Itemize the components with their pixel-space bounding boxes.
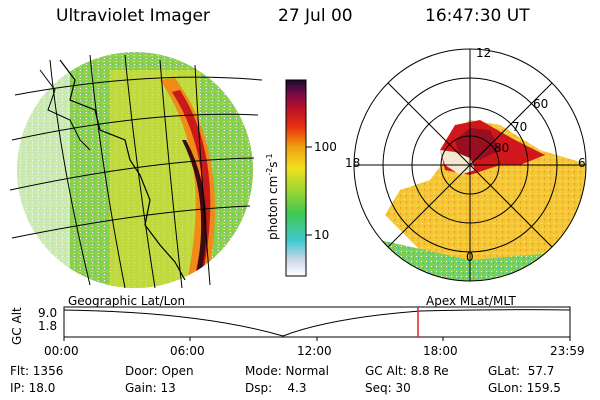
date-label: 27 Jul 00 [278, 6, 353, 26]
mlt-label-0: 0 [466, 250, 474, 264]
time-tick-0600: 06:00 [170, 344, 205, 358]
time-tick-0000: 00:00 [44, 344, 79, 358]
status-mode: Mode: Normal [245, 364, 329, 378]
lat-label-80: 80 [494, 141, 510, 155]
status-glat: GLat: 57.7 [488, 364, 555, 378]
status-ip: IP: 18.0 [10, 381, 56, 395]
projection-label-apex: Apex MLat/MLT [426, 294, 516, 308]
time-tick-2359: 23:59 [550, 344, 585, 358]
colorbar-tick-100: 100 [314, 140, 337, 154]
lat-label-70: 70 [512, 120, 528, 134]
lat-label-60: 60 [533, 97, 549, 111]
mlt-label-12: 12 [476, 46, 492, 60]
time-label: 16:47:30 UT [425, 6, 530, 26]
time-tick-1200: 12:00 [297, 344, 332, 358]
altitude-tick-1-8: 1.8 [38, 319, 58, 333]
status-gain: Gain: 13 [125, 381, 176, 395]
status-door: Door: Open [125, 364, 194, 378]
status-flt: Flt: 1356 [10, 364, 64, 378]
mlt-label-6: 6 [578, 156, 586, 170]
status-glon: GLon: 159.5 [488, 381, 561, 395]
status-dsp: Dsp: 4.3 [245, 381, 307, 395]
projection-label-geographic: Geographic Lat/Lon [68, 294, 186, 308]
colorbar-tick-10: 10 [314, 228, 330, 242]
instrument-title: Ultraviolet Imager [56, 6, 210, 26]
status-seq: Seq: 30 [365, 381, 411, 395]
time-tick-1800: 18:00 [423, 344, 458, 358]
status-gc-alt: GC Alt: 8.8 Re [365, 364, 449, 378]
altitude-tick-9: 9.0 [38, 306, 58, 320]
mlt-label-18: 18 [345, 156, 361, 170]
